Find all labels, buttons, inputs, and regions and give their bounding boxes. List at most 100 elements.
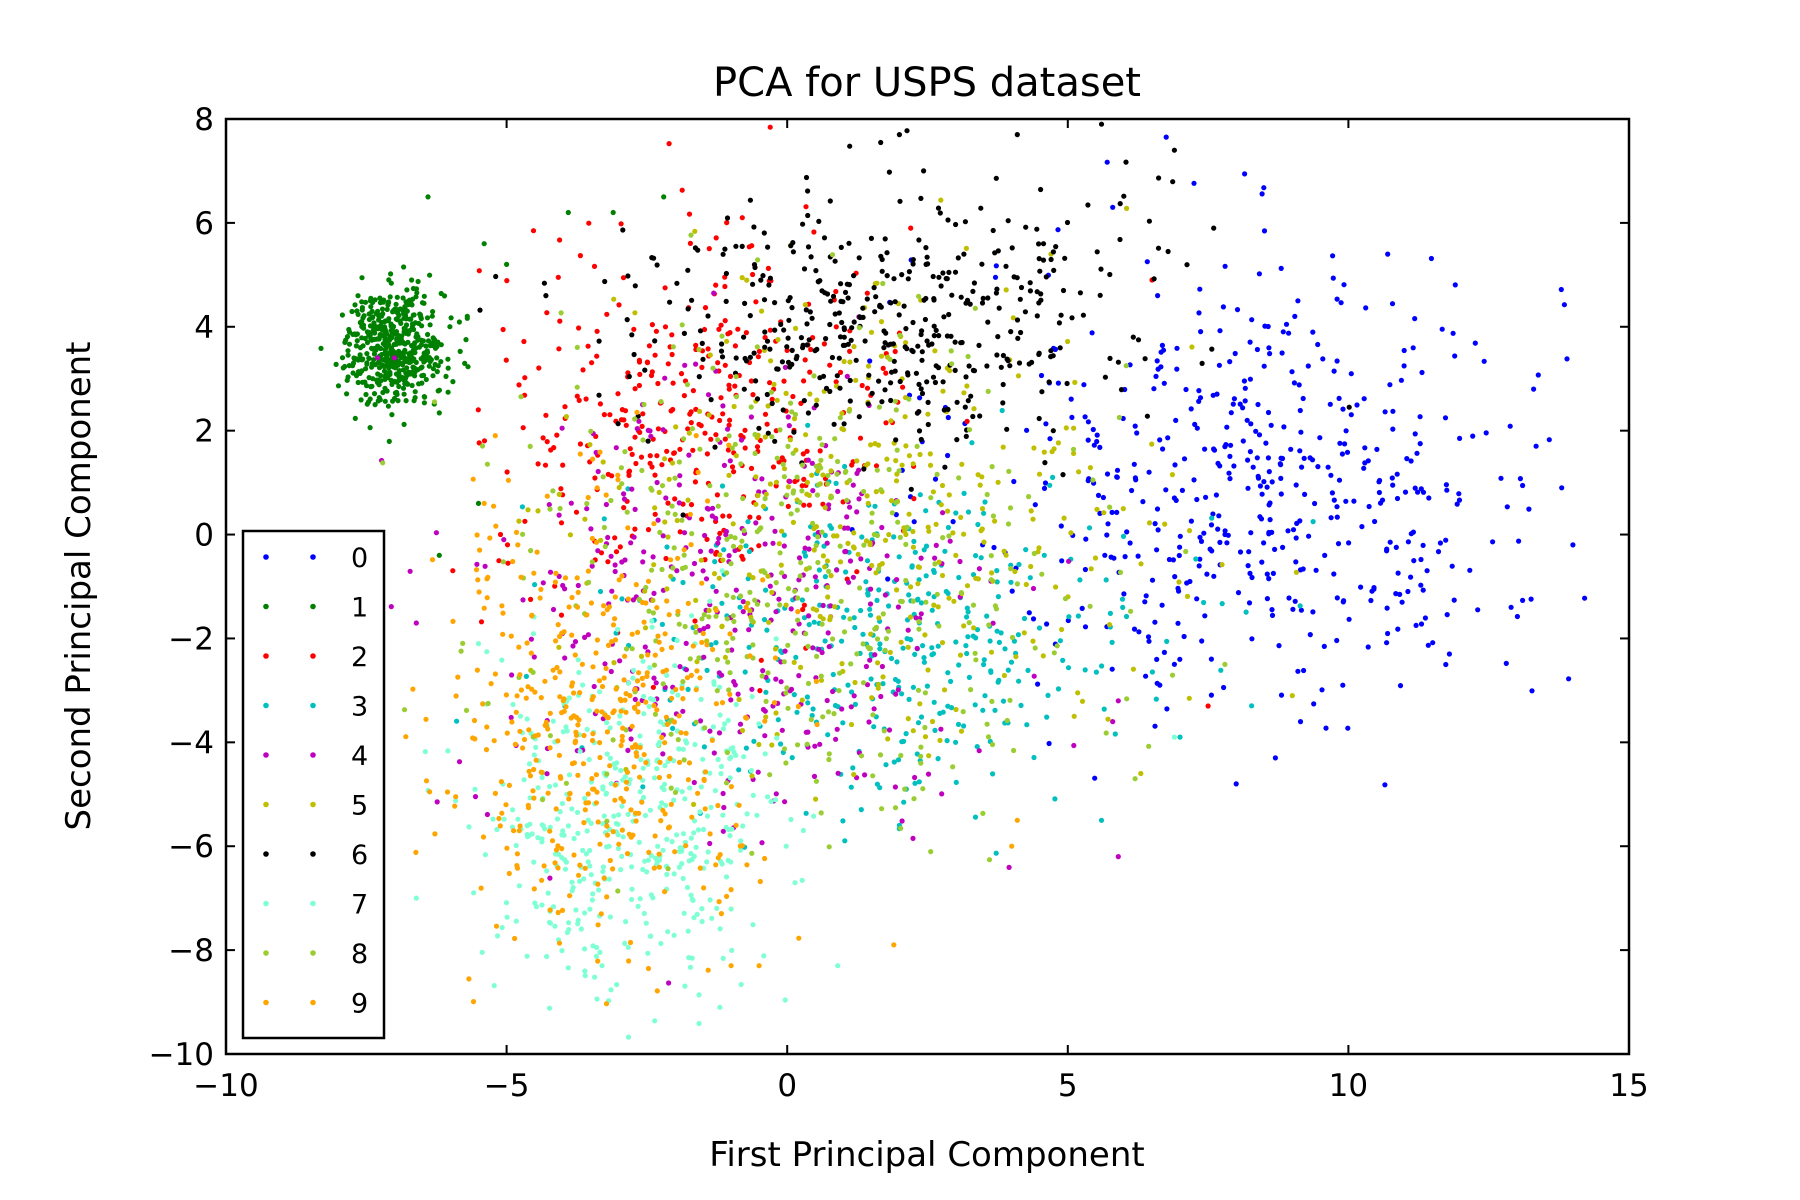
data-point bbox=[749, 243, 755, 249]
data-point bbox=[619, 827, 626, 833]
data-point bbox=[796, 555, 803, 561]
data-point bbox=[628, 807, 634, 813]
data-point bbox=[513, 842, 519, 849]
data-point bbox=[1023, 224, 1029, 230]
data-point bbox=[1334, 358, 1340, 364]
data-point bbox=[755, 492, 761, 499]
data-point bbox=[962, 219, 969, 225]
data-point bbox=[1092, 555, 1099, 561]
data-point bbox=[922, 632, 928, 638]
data-point bbox=[1023, 581, 1029, 588]
data-point bbox=[801, 398, 807, 404]
data-point bbox=[1292, 598, 1298, 604]
data-point bbox=[688, 502, 695, 508]
data-point bbox=[707, 770, 713, 776]
data-point bbox=[1066, 558, 1072, 564]
data-point bbox=[600, 611, 606, 617]
data-point bbox=[962, 404, 968, 410]
data-point bbox=[622, 697, 628, 703]
data-point bbox=[1163, 487, 1169, 493]
data-point bbox=[428, 357, 434, 363]
data-point bbox=[952, 269, 959, 275]
data-point bbox=[1193, 556, 1199, 562]
data-point bbox=[354, 356, 360, 362]
data-point bbox=[835, 488, 841, 494]
data-point bbox=[573, 907, 579, 913]
data-point bbox=[794, 474, 800, 480]
data-point bbox=[1009, 588, 1015, 594]
data-point bbox=[783, 760, 789, 766]
data-point bbox=[538, 586, 544, 593]
data-point bbox=[562, 404, 568, 410]
data-point bbox=[571, 835, 577, 842]
data-point bbox=[743, 543, 749, 549]
data-point bbox=[510, 701, 516, 708]
data-point bbox=[802, 553, 809, 559]
data-point bbox=[1564, 356, 1570, 362]
data-point bbox=[516, 518, 522, 524]
data-point bbox=[1261, 228, 1268, 234]
data-point bbox=[688, 409, 694, 415]
data-point bbox=[779, 528, 785, 534]
data-point bbox=[582, 973, 588, 979]
data-point bbox=[1222, 531, 1228, 538]
data-point bbox=[864, 558, 871, 564]
data-point bbox=[1055, 440, 1061, 446]
data-point bbox=[1056, 320, 1062, 326]
data-point bbox=[687, 656, 693, 662]
data-point bbox=[767, 583, 773, 589]
data-point bbox=[824, 291, 831, 297]
data-point bbox=[604, 832, 611, 838]
data-point bbox=[737, 604, 743, 610]
data-point bbox=[624, 509, 630, 515]
data-point bbox=[781, 466, 788, 472]
data-point bbox=[610, 866, 616, 872]
data-point bbox=[1197, 556, 1203, 562]
data-point bbox=[577, 862, 583, 868]
data-point bbox=[911, 519, 917, 525]
data-point bbox=[866, 372, 872, 378]
data-point bbox=[691, 818, 698, 824]
data-point bbox=[685, 497, 691, 503]
data-point bbox=[761, 953, 767, 959]
data-point bbox=[455, 674, 461, 680]
data-point bbox=[462, 360, 468, 366]
data-point bbox=[822, 532, 828, 539]
data-point bbox=[393, 308, 399, 315]
data-point bbox=[839, 319, 845, 326]
data-point bbox=[463, 337, 469, 343]
data-point bbox=[724, 215, 731, 221]
data-point bbox=[780, 461, 786, 467]
data-point bbox=[837, 385, 843, 391]
data-point bbox=[955, 721, 962, 728]
data-point bbox=[1103, 577, 1109, 583]
data-point bbox=[1166, 556, 1172, 563]
data-point bbox=[846, 579, 852, 585]
data-point bbox=[707, 897, 713, 903]
data-point bbox=[393, 341, 399, 347]
data-point bbox=[776, 596, 782, 602]
data-point bbox=[816, 567, 823, 573]
data-point bbox=[765, 670, 771, 676]
data-point bbox=[976, 748, 982, 754]
data-point bbox=[1408, 574, 1414, 580]
data-point bbox=[520, 745, 526, 751]
data-point bbox=[1320, 356, 1326, 362]
data-point bbox=[433, 530, 439, 536]
data-point bbox=[783, 690, 789, 696]
data-point bbox=[869, 695, 875, 701]
data-point bbox=[590, 731, 596, 737]
data-point bbox=[998, 364, 1004, 370]
series-6-points bbox=[477, 121, 1352, 518]
data-point bbox=[360, 315, 366, 321]
data-point bbox=[817, 741, 823, 747]
data-point bbox=[617, 658, 623, 664]
data-point bbox=[645, 950, 651, 956]
data-point bbox=[636, 418, 642, 424]
data-point bbox=[492, 790, 498, 797]
data-point bbox=[1209, 346, 1215, 352]
data-point bbox=[1060, 287, 1067, 294]
data-point bbox=[697, 328, 704, 334]
data-point bbox=[676, 864, 683, 870]
data-point bbox=[777, 602, 783, 608]
